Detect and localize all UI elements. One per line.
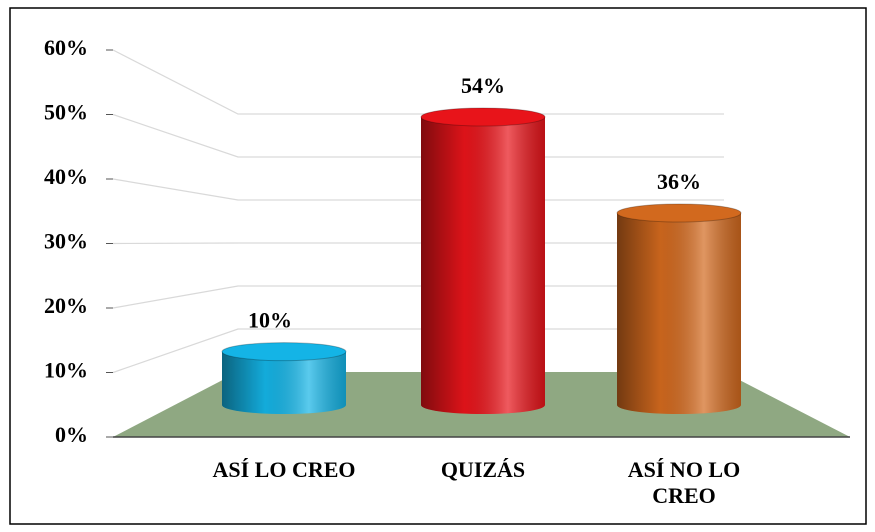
grid-line	[112, 113, 724, 158]
y-tick-label: 50%	[44, 100, 88, 125]
data-label: 36%	[657, 169, 701, 194]
y-tick-label: 0%	[55, 422, 88, 447]
y-tick-label: 40%	[44, 164, 88, 189]
x-tick-label: QUIZÁS	[440, 457, 526, 482]
y-tick-label: 60%	[44, 35, 88, 60]
x-tick-label: ASÍ NO LO CREO	[627, 457, 741, 508]
cylinder-top	[616, 203, 742, 223]
cylinder-top	[221, 342, 347, 362]
grid-line	[112, 285, 724, 309]
y-tick-label: 30%	[44, 229, 88, 254]
cylinder-top	[420, 107, 546, 127]
y-tick-label: 10%	[44, 358, 88, 383]
cylinder-shade	[617, 213, 741, 414]
data-label: 10%	[248, 308, 292, 333]
grid-line	[112, 242, 724, 245]
x-tick-label: ASÍ LO CREO	[212, 457, 356, 482]
grid-line	[112, 178, 724, 201]
frame	[9, 7, 867, 525]
grid-line	[112, 328, 724, 374]
cylinder-shade	[421, 117, 545, 414]
cylinder-shade	[222, 351, 346, 414]
grid-line	[112, 49, 724, 115]
y-tick-label: 20%	[44, 293, 88, 318]
data-label: 54%	[461, 73, 505, 98]
